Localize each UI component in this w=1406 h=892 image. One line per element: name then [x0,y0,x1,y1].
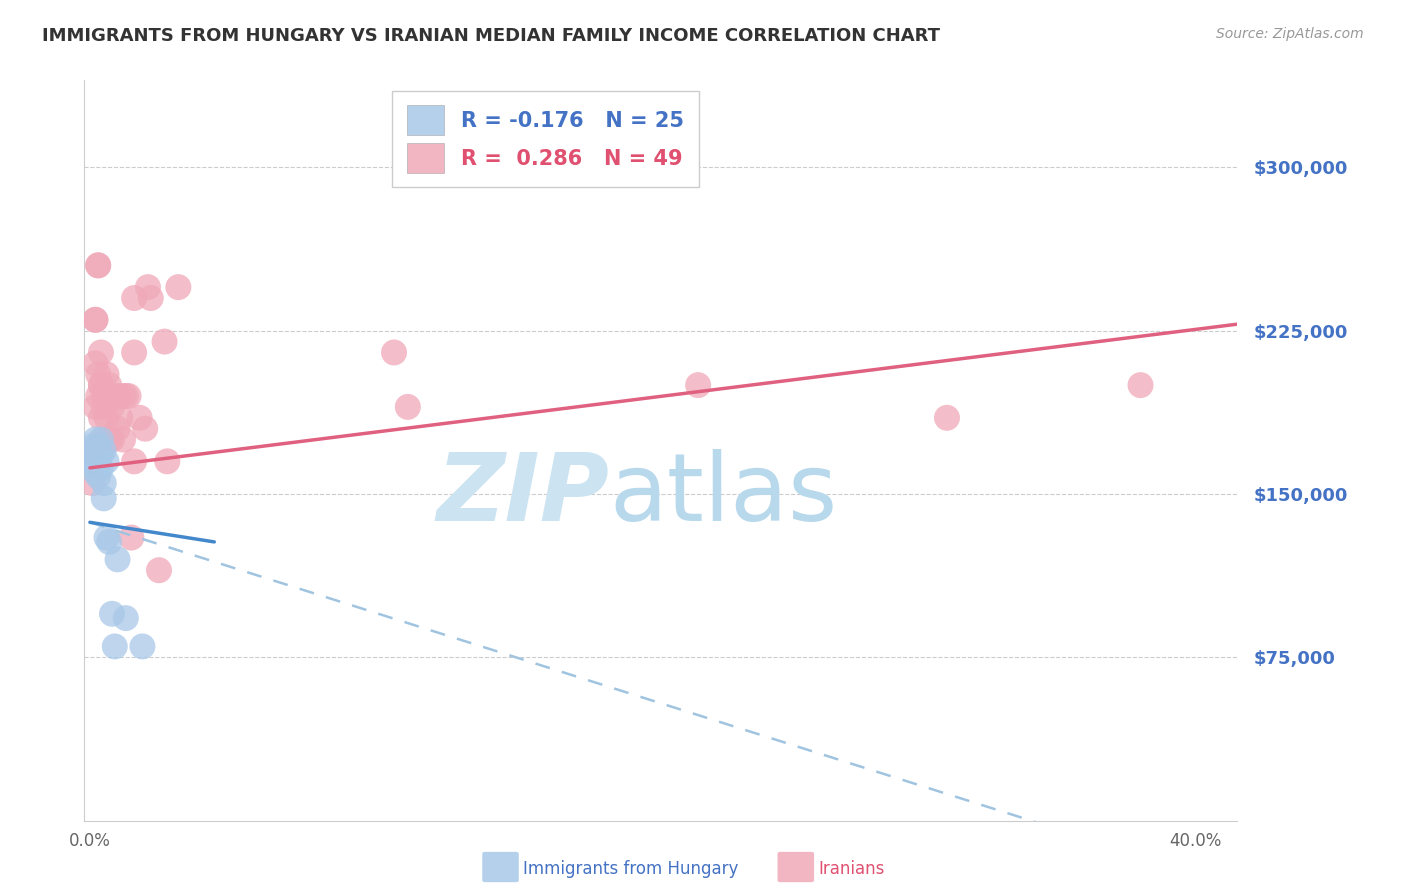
Point [101,400,124,414]
Point [84,465,107,479]
Point [84,433,107,447]
Point [82,448,104,462]
Point [87,458,110,473]
Point [90,433,112,447]
Point [93,443,115,458]
Point [90,345,112,359]
Point [101,433,124,447]
Point [98,535,121,549]
Point [96,389,118,403]
Point [148,563,170,577]
Point [136,280,159,294]
Point [93,433,115,447]
Point [104,389,127,403]
Point [114,611,136,625]
Point [153,334,176,349]
Point [167,280,190,294]
Point [93,400,115,414]
Point [114,389,136,403]
Point [84,454,107,468]
Point [139,291,162,305]
Point [107,422,129,436]
Point [96,368,118,382]
Point [90,410,112,425]
Point [936,410,959,425]
Point [82,458,104,473]
Point [82,439,104,453]
Point [98,433,121,447]
Point [84,356,107,370]
Point [93,491,115,506]
Point [122,345,145,359]
Point [82,476,104,491]
Text: IMMIGRANTS FROM HUNGARY VS IRANIAN MEDIAN FAMILY INCOME CORRELATION CHART: IMMIGRANTS FROM HUNGARY VS IRANIAN MEDIA… [42,27,941,45]
Point [120,531,142,545]
Point [87,469,110,483]
Point [96,410,118,425]
Point [93,389,115,403]
Point [87,258,110,272]
Point [104,640,127,654]
Point [382,345,405,359]
Point [96,531,118,545]
Point [82,443,104,458]
Text: Iranians: Iranians [818,860,884,878]
Point [87,439,110,453]
Point [84,313,107,327]
Point [110,410,132,425]
Text: Immigrants from Hungary: Immigrants from Hungary [523,860,738,878]
Point [87,258,110,272]
Point [90,461,112,475]
Point [107,389,129,403]
Point [84,443,107,458]
Point [1129,378,1152,392]
Text: ZIP: ZIP [436,449,609,541]
Point [98,378,121,392]
Text: atlas: atlas [609,449,837,541]
Point [112,389,135,403]
Point [156,454,179,468]
Point [117,389,139,403]
Point [101,607,124,621]
Point [87,448,110,462]
Point [122,454,145,468]
Point [131,640,153,654]
Point [93,476,115,491]
Text: Source: ZipAtlas.com: Source: ZipAtlas.com [1216,27,1364,41]
Point [96,454,118,468]
Point [87,389,110,403]
Point [90,448,112,462]
Point [396,400,419,414]
Point [87,368,110,382]
Legend: R = -0.176   N = 25, R =  0.286   N = 49: R = -0.176 N = 25, R = 0.286 N = 49 [392,91,699,187]
Point [107,552,129,566]
Point [134,422,156,436]
Point [84,400,107,414]
Point [128,410,150,425]
Point [84,313,107,327]
Point [122,291,145,305]
Point [90,378,112,392]
Point [90,378,112,392]
Point [112,433,135,447]
Point [688,378,710,392]
